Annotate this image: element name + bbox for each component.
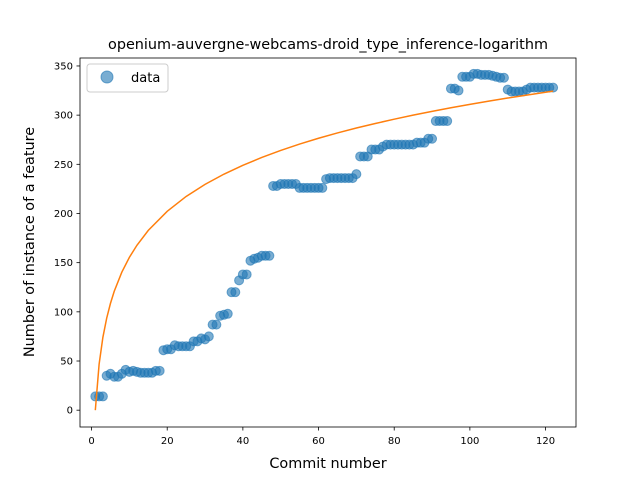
legend-label: data	[131, 71, 160, 86]
data-point	[351, 169, 362, 180]
y-tick-label: 350	[54, 61, 73, 72]
y-tick-label: 250	[54, 160, 73, 171]
data-point	[211, 319, 222, 330]
legend: data	[86, 63, 169, 93]
data-marks	[90, 68, 559, 411]
x-tick-label: 120	[536, 436, 555, 447]
axes-frame	[79, 57, 577, 428]
chart-title: openium-auvergne-webcams-droid_type_infe…	[108, 37, 548, 53]
y-tick-label: 50	[60, 357, 73, 368]
legend-marker	[100, 70, 114, 84]
x-tick-label: 100	[460, 436, 479, 447]
y-tick-label: 100	[54, 307, 73, 318]
data-point	[230, 287, 241, 298]
plot-background	[80, 58, 576, 427]
data-point	[264, 250, 275, 261]
x-tick-label: 0	[88, 436, 94, 447]
data-point	[427, 133, 438, 144]
y-tick-label: 0	[67, 406, 73, 417]
plot-area	[80, 58, 576, 427]
y-tick-label: 300	[54, 111, 73, 122]
data-point	[203, 331, 214, 342]
data-point	[154, 365, 165, 376]
data-point	[317, 182, 328, 193]
y-tick-label: 200	[54, 209, 73, 220]
x-tick-label: 40	[237, 436, 250, 447]
axes-border	[79, 57, 577, 428]
fit-line	[94, 90, 554, 411]
data-point	[97, 391, 108, 402]
y-tick-label: 150	[54, 258, 73, 269]
y-axis: 0 50 100 150 200 250 300 350	[54, 61, 80, 417]
x-tick-label: 80	[388, 436, 401, 447]
y-axis-label: Number of instance of a feature	[22, 127, 38, 357]
x-tick-label: 60	[312, 436, 325, 447]
data-point	[241, 269, 252, 280]
x-tick-label: 20	[161, 436, 174, 447]
data-point	[548, 82, 559, 93]
data-point	[498, 72, 509, 83]
x-axis: 0 20 40 60 80 100 120	[88, 427, 555, 447]
data-point	[453, 85, 464, 96]
data-point	[222, 308, 233, 319]
data-point	[442, 116, 453, 127]
x-axis-label: Commit number	[269, 456, 386, 472]
